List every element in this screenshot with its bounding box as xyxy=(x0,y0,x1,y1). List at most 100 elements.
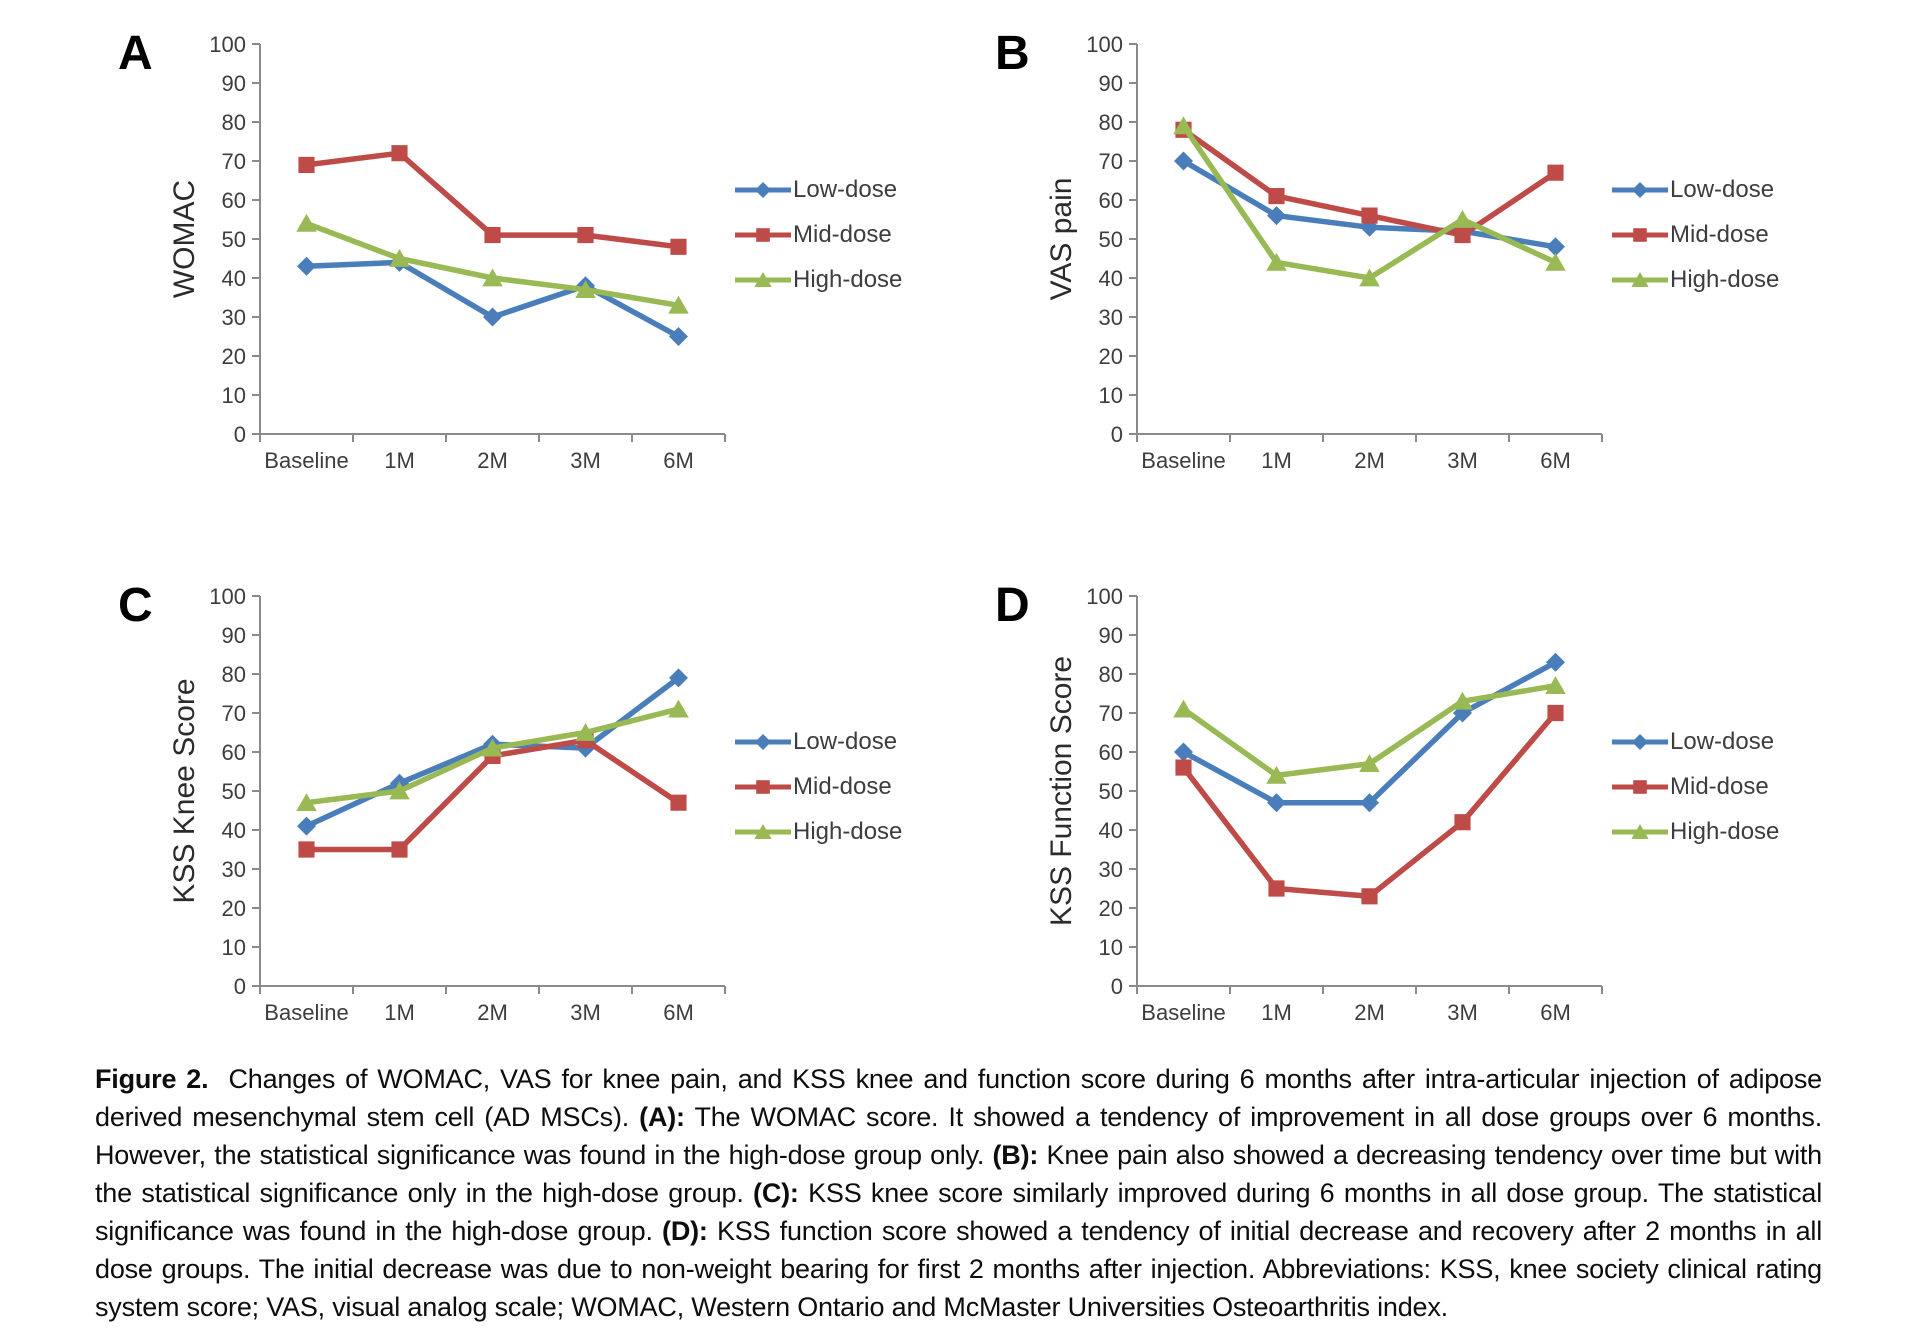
svg-text:30: 30 xyxy=(222,305,246,330)
svg-text:1M: 1M xyxy=(1261,448,1292,473)
legend-item-low-dose: Low-dose xyxy=(734,728,902,756)
svg-text:60: 60 xyxy=(1099,188,1123,213)
charts-grid: A 0 10 20 30 40 50 60 70 80 90 100 Baseline 1M 2M 3M 6M… xyxy=(118,26,1872,1030)
legend-label: Low-dose xyxy=(1670,728,1775,755)
square-marker-icon xyxy=(735,780,791,794)
chart-d-legend: Low-dose Mid-dose High-dose xyxy=(1611,728,1779,846)
legend-item-high-dose: High-dose xyxy=(734,266,902,294)
diamond-marker-icon xyxy=(735,734,791,750)
svg-text:50: 50 xyxy=(1099,779,1123,804)
svg-text:Baseline: Baseline xyxy=(1141,1000,1225,1025)
svg-text:0: 0 xyxy=(234,422,246,447)
square-marker-icon xyxy=(1612,228,1668,242)
square-marker-icon xyxy=(735,228,791,242)
chart-c-legend: Low-dose Mid-dose High-dose xyxy=(734,728,902,846)
svg-text:90: 90 xyxy=(1099,623,1123,648)
svg-text:0: 0 xyxy=(234,974,246,999)
legend-label: High-dose xyxy=(793,266,903,293)
triangle-marker-icon xyxy=(1612,272,1668,288)
legend-label: High-dose xyxy=(1670,818,1780,845)
svg-text:3M: 3M xyxy=(1447,448,1478,473)
svg-text:VAS pain: VAS pain xyxy=(1045,178,1078,301)
panel-letter-b: B xyxy=(995,27,1030,80)
svg-text:90: 90 xyxy=(222,623,246,648)
legend-label: Low-dose xyxy=(793,176,898,203)
svg-text:70: 70 xyxy=(1099,701,1123,726)
svg-text:30: 30 xyxy=(1099,857,1123,882)
chart-a-area: A 0 10 20 30 40 50 60 70 80 90 100 Baseline 1M 2M 3M 6M… xyxy=(118,26,902,478)
legend-label: Low-dose xyxy=(793,728,898,755)
triangle-marker-icon xyxy=(735,824,791,840)
chart-c-area: C 0 10 20 30 40 50 60 70 80 90 100 Baseline 1M 2M 3M 6M… xyxy=(118,578,902,1030)
svg-text:10: 10 xyxy=(1099,935,1123,960)
svg-text:Baseline: Baseline xyxy=(264,1000,348,1025)
legend-item-mid-dose: Mid-dose xyxy=(734,221,902,249)
legend-item-high-dose: High-dose xyxy=(1611,818,1779,846)
svg-text:2M: 2M xyxy=(477,448,508,473)
svg-text:90: 90 xyxy=(222,71,246,96)
svg-text:20: 20 xyxy=(222,344,246,369)
svg-text:80: 80 xyxy=(222,662,246,687)
triangle-marker-icon xyxy=(1612,824,1668,840)
chart-b-legend: Low-dose Mid-dose High-dose xyxy=(1611,176,1779,294)
svg-text:6M: 6M xyxy=(1540,448,1571,473)
chart-b-area: B 0 10 20 30 40 50 60 70 80 90 100 Baseline 1M 2M 3M 6M… xyxy=(995,26,1779,478)
triangle-marker-icon xyxy=(735,272,791,288)
chart-d-plot: 0 10 20 30 40 50 60 70 80 90 100 Baseline 1M 2M 3M 6M KS… xyxy=(1045,584,1603,1025)
panel-letter-a: A xyxy=(118,27,153,80)
svg-text:50: 50 xyxy=(1099,227,1123,252)
legend-label: Mid-dose xyxy=(1670,773,1769,800)
diamond-marker-icon xyxy=(1612,182,1668,198)
caption-text-segment: Knee pain also showed a decreasing tende… xyxy=(95,1140,1822,1208)
svg-text:50: 50 xyxy=(222,227,246,252)
svg-text:40: 40 xyxy=(1099,266,1123,291)
svg-text:2M: 2M xyxy=(1354,1000,1385,1025)
svg-text:2M: 2M xyxy=(1354,448,1385,473)
svg-text:0: 0 xyxy=(1111,422,1123,447)
svg-text:100: 100 xyxy=(1086,584,1123,609)
svg-text:3M: 3M xyxy=(570,1000,601,1025)
svg-text:20: 20 xyxy=(1099,344,1123,369)
legend-label: Mid-dose xyxy=(1670,221,1769,248)
svg-text:100: 100 xyxy=(1086,32,1123,57)
legend-item-mid-dose: Mid-dose xyxy=(734,773,902,801)
svg-text:80: 80 xyxy=(1099,662,1123,687)
panel-letter-c: C xyxy=(118,579,153,632)
legend-item-low-dose: Low-dose xyxy=(1611,176,1779,204)
svg-text:70: 70 xyxy=(222,149,246,174)
svg-text:10: 10 xyxy=(222,935,246,960)
svg-text:60: 60 xyxy=(222,188,246,213)
chart-a-legend: Low-dose Mid-dose High-dose xyxy=(734,176,902,294)
legend-label: Mid-dose xyxy=(793,773,892,800)
svg-text:40: 40 xyxy=(222,818,246,843)
svg-text:2M: 2M xyxy=(477,1000,508,1025)
svg-text:60: 60 xyxy=(222,740,246,765)
svg-text:40: 40 xyxy=(1099,818,1123,843)
svg-text:6M: 6M xyxy=(663,448,694,473)
svg-text:6M: 6M xyxy=(1540,1000,1571,1025)
legend-label: High-dose xyxy=(1670,266,1780,293)
svg-text:60: 60 xyxy=(1099,740,1123,765)
svg-text:30: 30 xyxy=(1099,305,1123,330)
chart-panel-c: C 0 10 20 30 40 50 60 70 80 90 100 Baseline 1M 2M 3M 6M… xyxy=(118,578,995,1030)
chart-a-plot: 0 10 20 30 40 50 60 70 80 90 100 Baseline 1M 2M 3M 6M WO… xyxy=(168,32,726,473)
svg-text:70: 70 xyxy=(1099,149,1123,174)
svg-text:1M: 1M xyxy=(384,448,415,473)
caption-text-segment: KSS function score showed a tendency of … xyxy=(95,1216,1822,1322)
svg-text:20: 20 xyxy=(222,896,246,921)
caption-text-segment: KSS knee score similarly improved during… xyxy=(95,1178,1822,1246)
square-marker-icon xyxy=(1612,780,1668,794)
svg-text:Baseline: Baseline xyxy=(264,448,348,473)
caption-bold-segment: (B): xyxy=(992,1140,1039,1170)
svg-text:30: 30 xyxy=(222,857,246,882)
svg-text:WOMAC: WOMAC xyxy=(168,180,201,298)
chart-panel-b: B 0 10 20 30 40 50 60 70 80 90 100 Baseline 1M 2M 3M 6M… xyxy=(995,26,1872,478)
caption-text-segment: Changes of WOMAC, VAS for knee pain, and… xyxy=(95,1064,1822,1132)
diamond-marker-icon xyxy=(1612,734,1668,750)
caption-text-segment: The WOMAC score. It showed a tendency of… xyxy=(95,1102,1823,1170)
legend-item-high-dose: High-dose xyxy=(1611,266,1779,294)
svg-text:80: 80 xyxy=(222,110,246,135)
chart-c-plot: 0 10 20 30 40 50 60 70 80 90 100 Baseline 1M 2M 3M 6M KS… xyxy=(168,584,726,1025)
legend-label: Low-dose xyxy=(1670,176,1775,203)
